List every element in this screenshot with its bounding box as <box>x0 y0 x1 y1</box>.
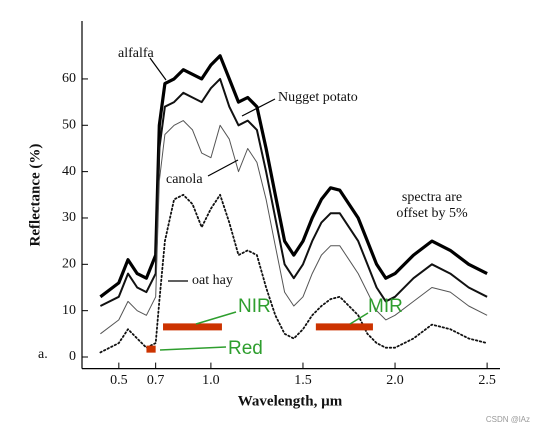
y-tick-label: 10 <box>62 303 76 318</box>
note: offset by 5% <box>396 206 468 221</box>
watermark: CSDN @lAz <box>486 415 530 424</box>
y-axis-label: Reflectance (%) <box>27 144 43 247</box>
arrow <box>349 312 369 325</box>
arrow <box>159 346 227 351</box>
series-label: canola <box>166 172 203 187</box>
series-line <box>99 77 488 307</box>
x-tick-label: 0.5 <box>110 373 128 388</box>
plot: 0 10 20 30 40 50 60 0.5 0.7 1.0 1.5 2.0 2.5 <box>62 21 500 388</box>
band <box>146 345 156 353</box>
y-tick-label: 40 <box>62 164 76 179</box>
band-label: MIR <box>368 296 403 317</box>
panel-label: a. <box>38 347 48 362</box>
y-tick-label: 30 <box>62 210 76 225</box>
x-axis-label: Wavelength, µm <box>238 393 343 409</box>
band-label: Red <box>228 338 263 359</box>
series-line <box>99 193 488 354</box>
series-label: oat hay <box>192 273 233 288</box>
x-tick-label: 1.5 <box>294 373 312 388</box>
arrow <box>195 311 237 325</box>
series-line <box>100 120 488 335</box>
note: spectra are <box>402 190 462 205</box>
series-line <box>99 54 488 299</box>
series-label: Nugget potato <box>278 90 358 105</box>
band <box>315 323 373 331</box>
y-tick-label: 60 <box>62 71 76 86</box>
x-tick-label: 2.5 <box>478 373 496 388</box>
y-tick-label: 20 <box>62 257 76 272</box>
arrow <box>207 159 239 177</box>
band <box>163 323 222 331</box>
arrow <box>241 98 276 117</box>
arrow <box>149 57 167 81</box>
x-tick-label: 0.7 <box>147 373 165 388</box>
band-label: NIR <box>238 296 271 317</box>
y-tick-label: 0 <box>69 349 76 364</box>
x-tick-label: 2.0 <box>386 373 404 388</box>
y-tick-label: 50 <box>62 117 76 132</box>
series-label: alfalfa <box>118 46 155 61</box>
x-tick-label: 1.0 <box>202 373 220 388</box>
